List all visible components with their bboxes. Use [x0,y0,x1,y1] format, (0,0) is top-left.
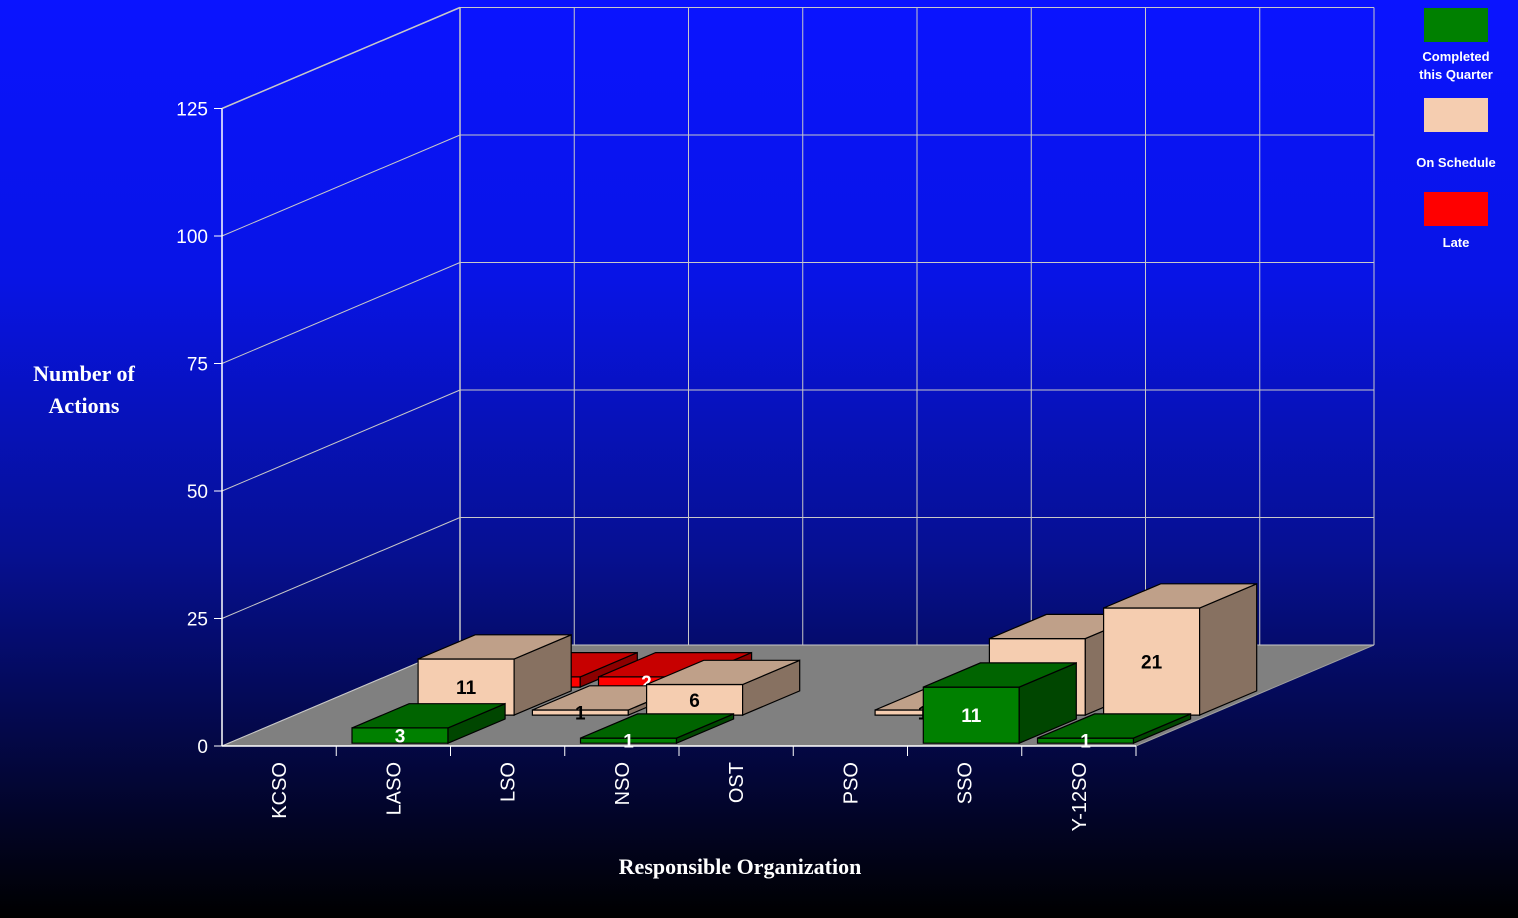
legend-label: Completed this Quarter [1419,49,1493,82]
bar-data-label: 11 [961,706,982,727]
x-tick-label: Y-12SO [1069,762,1091,831]
x-tick-label: PSO [840,762,862,804]
bar-data-label: 2 [641,673,652,694]
x-axis: KCSO LASO LSO NSO OST PSO SSO Y-12SO [222,745,1137,831]
bar-top-face [646,659,800,686]
bar-completed-this-quarter-laso: 3 [351,702,506,748]
bar-completed-this-quarter-nso: 1 [579,712,735,753]
x-tick-label: LSO [498,762,520,802]
y-tick-label: 75 [187,355,208,376]
y-tick-label: 125 [176,100,208,121]
legend-item: On Schedule [1398,98,1514,172]
bar-top-face [351,703,506,729]
bar-on-schedule-nso: 6 [645,659,801,717]
bar-top-face [923,662,1077,688]
x-tick-label: NSO [612,762,634,805]
bar-data-label: 1 [623,732,634,753]
x-tick-label: OST [726,762,748,803]
bar-on-schedule-laso: 11 [417,633,572,717]
x-tick-label: LASO [383,762,405,815]
legend-label: On Schedule [1416,155,1496,170]
legend-item: Completed this Quarter [1398,8,1514,84]
x-tick-label: KCSO [269,762,291,819]
y-tick-label: 50 [187,482,208,503]
bar-on-schedule-y-12so: 21 [1102,582,1258,717]
legend-item: Late [1398,192,1514,252]
bar-completed-this-quarter-y-12so: 1 [1036,712,1192,753]
left-wall-top-edge [221,6,461,110]
x-axis-title: Responsible Organization [618,854,862,879]
bar-top-face [598,651,752,678]
left-wall-gridline [221,262,461,364]
bar-top-face [580,713,734,739]
bar-data-label: 1 [575,704,586,725]
bar-top-face [417,634,572,660]
bar-data-label: 3 [395,727,406,748]
y-tick-label: 100 [176,227,208,248]
legend-swatch [1424,98,1488,132]
bar-data-label: 6 [689,691,700,712]
bar-data-label: 21 [1141,653,1163,674]
bar-data-label: 11 [456,678,477,699]
y-tick-label: 25 [187,610,208,631]
x-tick-label: SSO [955,762,977,804]
legend-swatch [1424,8,1488,42]
y-axis-title: Number of Actions [33,361,135,418]
left-wall-gridline [221,134,461,237]
left-wall-gridline [221,517,461,619]
bar-completed-this-quarter-sso: 11 [922,661,1077,745]
legend: Completed this Quarter On Schedule Late [1398,8,1514,272]
legend-swatch [1424,192,1488,226]
bar-group: 22611161152131111 [351,582,1258,753]
y-axis: 0 25 50 75 100 125 [176,100,223,758]
legend-label: Late [1442,235,1470,250]
left-wall-gridline [221,389,461,492]
bar-top-face [1103,583,1257,609]
bar-top-face [1037,713,1191,739]
y-tick-label: 0 [197,737,208,758]
bar-data-label: 1 [1080,732,1091,753]
